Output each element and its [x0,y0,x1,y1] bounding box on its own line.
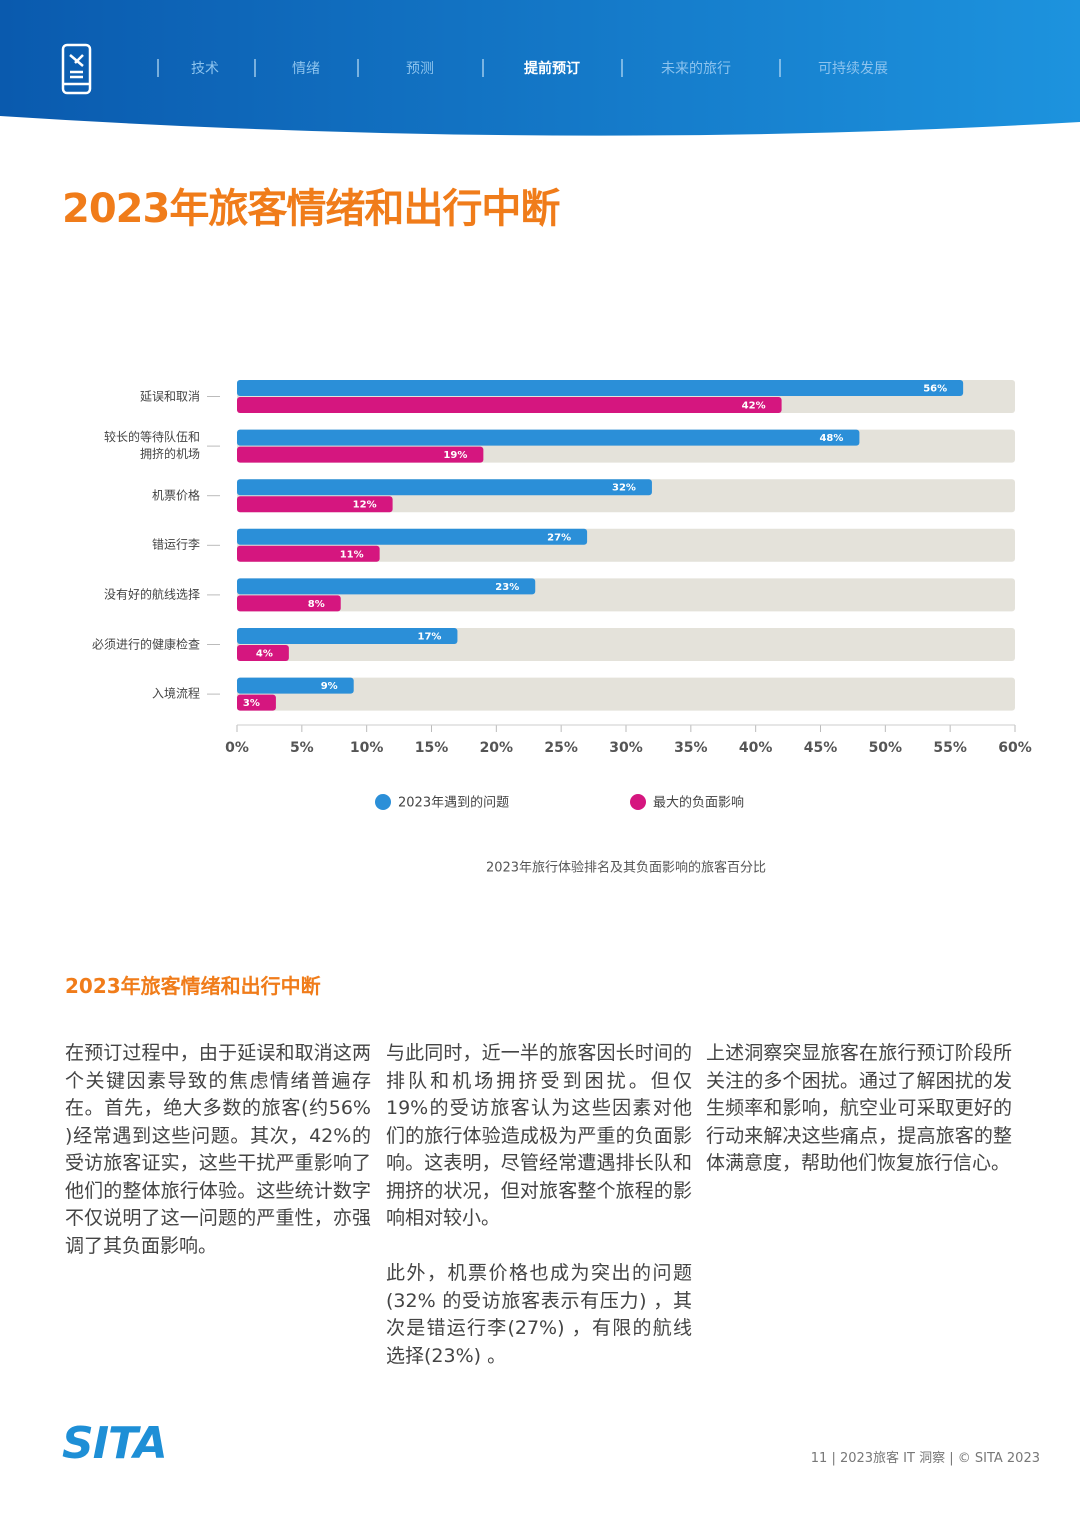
x-tick-label: 20% [480,740,514,756]
chart: 56% 42% 48% 19% 32% 12% 27% 11% 23% 8% 17% 4% 9% 3% 0%… [207,380,1032,876]
category-label: 延误和取消 [139,389,200,403]
bar [237,528,588,545]
bar [237,429,860,446]
value-label: 8% [308,599,325,610]
x-tick-label: 50% [869,740,903,756]
bar-track [237,677,1015,711]
bar [237,397,782,413]
x-tick-label: 0% [225,740,249,756]
page-title: 2023年旅客情绪和出行中断 [62,186,560,232]
value-label: 56% [923,384,947,395]
text-column: 在预订过程中，由于延误和取消这两个关键因素导致的焦虑情绪普遍存在。首先，绝大多数… [65,1040,371,1288]
phone-icon [61,43,92,95]
legend-label: 2023年遇到的问题 [398,795,509,811]
value-label: 23% [495,582,519,593]
x-tick-label: 10% [350,740,384,756]
x-tick-label: 55% [933,740,967,756]
header-band [0,0,1080,136]
nav-item[interactable]: 情绪 [292,61,320,77]
category-label: 没有好的航线选择 [103,587,200,602]
x-tick-label: 60% [998,740,1032,756]
value-label: 27% [547,532,571,543]
value-label: 11% [340,549,364,560]
nav-item[interactable]: 可持续发展 [818,61,888,77]
bar [237,380,964,396]
x-tick-label: 25% [544,740,578,756]
text-column: 上述洞察突显旅客在旅行预订阶段所关注的多个困扰。通过了解困扰的发生频率和影响，航… [706,1040,1012,1205]
category-label: 入境流程 [151,686,200,701]
chart-caption: 2023年旅行体验排名及其负面影响的旅客百分比 [486,860,766,876]
x-tick-label: 35% [674,740,708,756]
category-label: 机票价格 [151,488,200,503]
x-tick-label: 30% [609,740,643,756]
bar [237,496,393,513]
nav-item[interactable]: 提前预订 [524,61,580,77]
value-label: 19% [443,450,467,461]
bar [237,628,458,644]
legend-swatch [630,794,646,810]
footer-text: 11 | 2023旅客 IT 洞察 | © SITA 2023 [810,1451,1040,1466]
legend-swatch [375,794,391,810]
value-label: 9% [321,681,338,692]
legend-label: 最大的负面影响 [653,795,744,811]
bar [237,545,380,562]
nav-item[interactable]: 预测 [406,61,434,77]
x-tick-label: 5% [290,740,314,756]
bar [237,479,652,496]
paragraph: 与此同时，近一半的旅客因长时间的排队和机场拥挤受到困扰。但仅19%的受访旅客认为… [386,1042,692,1229]
bar [237,645,289,661]
bar [237,578,536,595]
value-label: 12% [353,500,377,511]
bar [237,677,354,694]
nav-item[interactable]: 技术 [191,61,219,77]
category-label: 错运行李 [151,537,200,552]
logo: SITA [62,1418,168,1469]
x-tick-label: 45% [804,740,838,756]
value-label: 3% [243,698,260,709]
value-label: 48% [819,433,843,444]
value-label: 32% [612,483,636,494]
x-tick-label: 15% [415,740,449,756]
value-label: 42% [742,401,766,412]
section-title: 2023年旅客情绪和出行中断 [65,974,321,998]
nav-item[interactable]: 未来的旅行 [661,61,731,77]
bar [237,595,341,612]
value-label: 4% [256,649,273,660]
category-label: 较长的等待队伍和 拥挤的机场 [103,430,200,462]
paragraph: 在预订过程中，由于延误和取消这两个关键因素导致的焦虑情绪普遍存在。首先，绝大多数… [65,1042,371,1257]
bar [237,446,484,463]
bar [237,694,276,711]
x-tick-label: 40% [739,740,773,756]
text-column: 与此同时，近一半的旅客因长时间的排队和机场拥挤受到困扰。但仅19%的受访旅客认为… [386,1040,692,1398]
category-label: 必须进行的健康检查 [91,637,200,651]
value-label: 17% [417,632,441,643]
paragraph: 此外，机票价格也成为突出的问题(32% 的受访旅客表示有压力) ，其次是错运行李… [386,1262,692,1367]
paragraph: 上述洞察突显旅客在旅行预订阶段所关注的多个困扰。通过了解困扰的发生频率和影响，航… [706,1042,1012,1174]
